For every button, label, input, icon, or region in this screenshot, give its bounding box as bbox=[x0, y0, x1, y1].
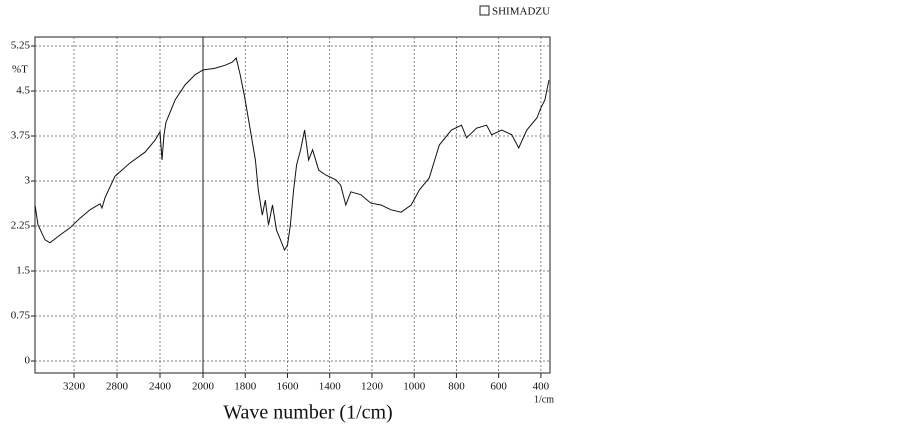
x-tick-label: 1000 bbox=[403, 381, 426, 393]
x-tick-label: 1600 bbox=[276, 381, 299, 393]
x-tick-label: 800 bbox=[448, 381, 465, 393]
x-tick-label: 3200 bbox=[63, 381, 86, 393]
y-tick-label: 0 bbox=[25, 355, 31, 367]
x-axis-label: Wave number (1/cm) bbox=[223, 402, 392, 424]
brand-logo bbox=[479, 5, 490, 16]
y-tick-label: 3 bbox=[25, 175, 31, 187]
x-unit: 1/cm bbox=[534, 394, 554, 405]
x-tick-label: 600 bbox=[490, 381, 507, 393]
x-tick-label: 2400 bbox=[149, 381, 172, 393]
y-tick-label: 1.5 bbox=[16, 265, 30, 277]
x-tick-label: 1400 bbox=[319, 381, 342, 393]
y-tick-label: 5.25 bbox=[11, 40, 31, 52]
x-tick-label: 1800 bbox=[234, 381, 257, 393]
x-tick-label: 2000 bbox=[192, 381, 215, 393]
y-axis-label: %T bbox=[12, 64, 28, 76]
y-tick-label: 2.25 bbox=[11, 220, 31, 232]
spectrum-line bbox=[34, 57, 550, 252]
x-tick-label: 2800 bbox=[106, 381, 129, 393]
brand: SHIMADZU bbox=[492, 6, 550, 18]
y-tick-label: 4.5 bbox=[16, 85, 30, 97]
x-tick-label: 1200 bbox=[361, 381, 384, 393]
y-tick-label: 3.75 bbox=[11, 130, 31, 142]
x-tick-label: 400 bbox=[533, 381, 550, 393]
y-tick-label: 0.75 bbox=[11, 310, 31, 322]
